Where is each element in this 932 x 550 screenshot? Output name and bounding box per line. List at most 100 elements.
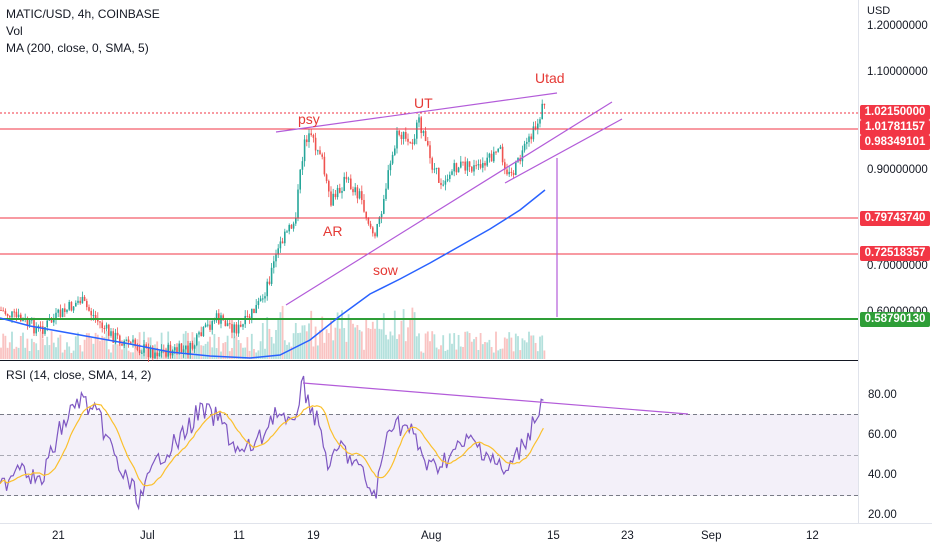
- symbol-title[interactable]: MATIC/USD, 4h, COINBASE: [6, 7, 160, 21]
- moving-average-line: [0, 189, 546, 359]
- candle-body: [534, 126, 537, 129]
- volume-bar: [382, 313, 385, 359]
- volume-bar: [231, 347, 233, 359]
- candle-body: [521, 150, 524, 162]
- candle-body: [15, 311, 18, 318]
- volume-bar: [365, 318, 368, 359]
- price-label[interactable]: 0.98349101: [860, 135, 930, 150]
- volume-bar: [242, 347, 244, 359]
- candle-body: [42, 326, 44, 334]
- volume-bar: [101, 335, 104, 359]
- candle-body: [215, 313, 218, 321]
- candle-body: [431, 158, 433, 170]
- candle-body: [138, 349, 141, 353]
- candle-body: [499, 146, 502, 149]
- candle-body: [429, 145, 431, 159]
- volume-bar: [404, 341, 407, 359]
- ma-legend[interactable]: MA (200, close, 0, SMA, 5): [6, 41, 149, 55]
- trendline-lower[interactable]: [285, 101, 613, 306]
- candle-body: [451, 171, 453, 175]
- candle-body: [103, 328, 106, 330]
- volume-bar: [468, 332, 471, 359]
- price-tick: 1.10000000: [867, 66, 928, 78]
- volume-bar: [385, 334, 387, 359]
- volume-bar: [541, 335, 544, 359]
- candle-body: [226, 323, 229, 327]
- candle-body: [191, 343, 194, 349]
- candle-body: [248, 316, 251, 319]
- price-label[interactable]: 0.79743740: [860, 211, 930, 226]
- volume-bar: [116, 344, 119, 359]
- price-label[interactable]: 1.01781157: [860, 120, 930, 135]
- rsi-divergence-line[interactable]: [302, 382, 689, 415]
- volume-bar: [424, 333, 427, 359]
- volume-bar: [26, 338, 29, 359]
- candle-body: [132, 339, 134, 343]
- volume-bar: [420, 351, 423, 359]
- volume-bar: [134, 347, 137, 359]
- volume-bar: [94, 332, 97, 359]
- price-label[interactable]: 1.02150000: [860, 105, 930, 120]
- candle-body: [286, 231, 288, 233]
- volume-bar: [66, 342, 68, 359]
- volume-bar: [246, 337, 249, 359]
- candle-body: [341, 191, 343, 193]
- volume-bar: [422, 352, 425, 359]
- candle-body: [270, 267, 273, 284]
- volume-bar: [398, 334, 401, 359]
- volume-bar: [145, 349, 148, 359]
- volume-bar: [517, 336, 519, 359]
- volume-bar: [455, 349, 458, 359]
- volume-bar: [261, 323, 264, 359]
- candle-body: [213, 320, 216, 322]
- time-tick: 21: [52, 530, 65, 542]
- volume-legend[interactable]: Vol: [6, 24, 23, 38]
- candle-body: [55, 312, 57, 320]
- candle-body: [94, 315, 97, 319]
- candle-body: [345, 176, 348, 180]
- volume-bar: [235, 335, 238, 359]
- volume-bar: [343, 328, 346, 359]
- rsi-legend[interactable]: RSI (14, close, SMA, 14, 2): [6, 368, 152, 382]
- price-label[interactable]: 0.72518357: [860, 246, 930, 261]
- candle-body: [343, 176, 345, 192]
- candle-body: [361, 191, 363, 200]
- candle-body: [141, 352, 143, 354]
- volume-bar: [250, 333, 253, 359]
- candle-body: [323, 156, 326, 175]
- candle-body: [86, 300, 88, 308]
- volume-bar: [37, 350, 40, 359]
- volume-bar: [402, 309, 405, 359]
- volume-bar: [451, 343, 453, 359]
- candle-body: [72, 306, 75, 311]
- volume-bar: [33, 342, 35, 359]
- volume-bar: [473, 339, 475, 359]
- candle-body: [306, 139, 308, 143]
- volume-bar: [470, 341, 473, 359]
- trendline-channel[interactable]: [504, 118, 623, 184]
- volume-bar: [83, 339, 86, 359]
- volume-bar: [525, 342, 528, 359]
- volume-bar: [464, 331, 467, 359]
- volume-bar: [281, 305, 284, 359]
- price-label-support[interactable]: 0.58790130: [860, 312, 930, 327]
- candle-body: [321, 154, 323, 157]
- candle-body: [77, 300, 79, 303]
- volume-bar: [426, 331, 429, 359]
- volume-bar: [41, 338, 44, 359]
- candle-body: [504, 162, 506, 170]
- trendline-upper[interactable]: [275, 92, 558, 133]
- candle-body: [233, 324, 235, 333]
- candle-body: [178, 343, 180, 352]
- volume-bar: [259, 341, 262, 359]
- volume-bar: [270, 336, 273, 359]
- volume-bar: [440, 345, 442, 359]
- candle-body: [479, 164, 482, 168]
- volume-bar: [338, 328, 341, 359]
- volume-bar: [294, 322, 297, 359]
- price-tick: 0.90000000: [867, 164, 928, 176]
- volume-bar: [510, 337, 513, 359]
- rsi-line: [0, 375, 544, 511]
- candle-body: [295, 217, 297, 224]
